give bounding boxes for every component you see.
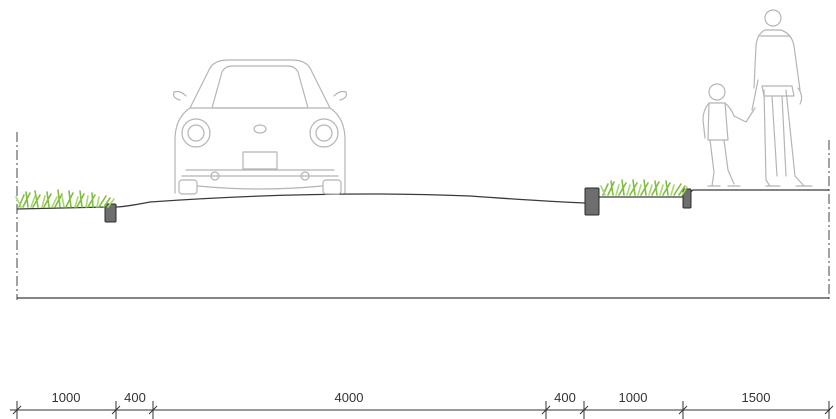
adult-figure <box>751 9 813 187</box>
ground-profile <box>16 189 829 210</box>
dim-label-3: 4000 <box>335 390 364 405</box>
dim-label-5: 1000 <box>619 390 648 405</box>
dim-label-2: 400 <box>124 390 146 405</box>
dim-label-6: 1500 <box>742 390 771 405</box>
grass-planting-right <box>600 179 688 196</box>
grass-planting-left <box>15 189 115 208</box>
child-figure <box>702 83 756 187</box>
dimension-ticks <box>12 401 834 419</box>
curb-mid <box>584 187 600 216</box>
car-figure <box>173 59 347 195</box>
curb-left <box>104 203 117 223</box>
dim-label-1: 1000 <box>52 390 81 405</box>
dimension-line: 1000 400 4000 400 1000 1500 <box>10 390 834 419</box>
curb-right <box>682 188 692 209</box>
dim-label-4: 400 <box>554 390 576 405</box>
